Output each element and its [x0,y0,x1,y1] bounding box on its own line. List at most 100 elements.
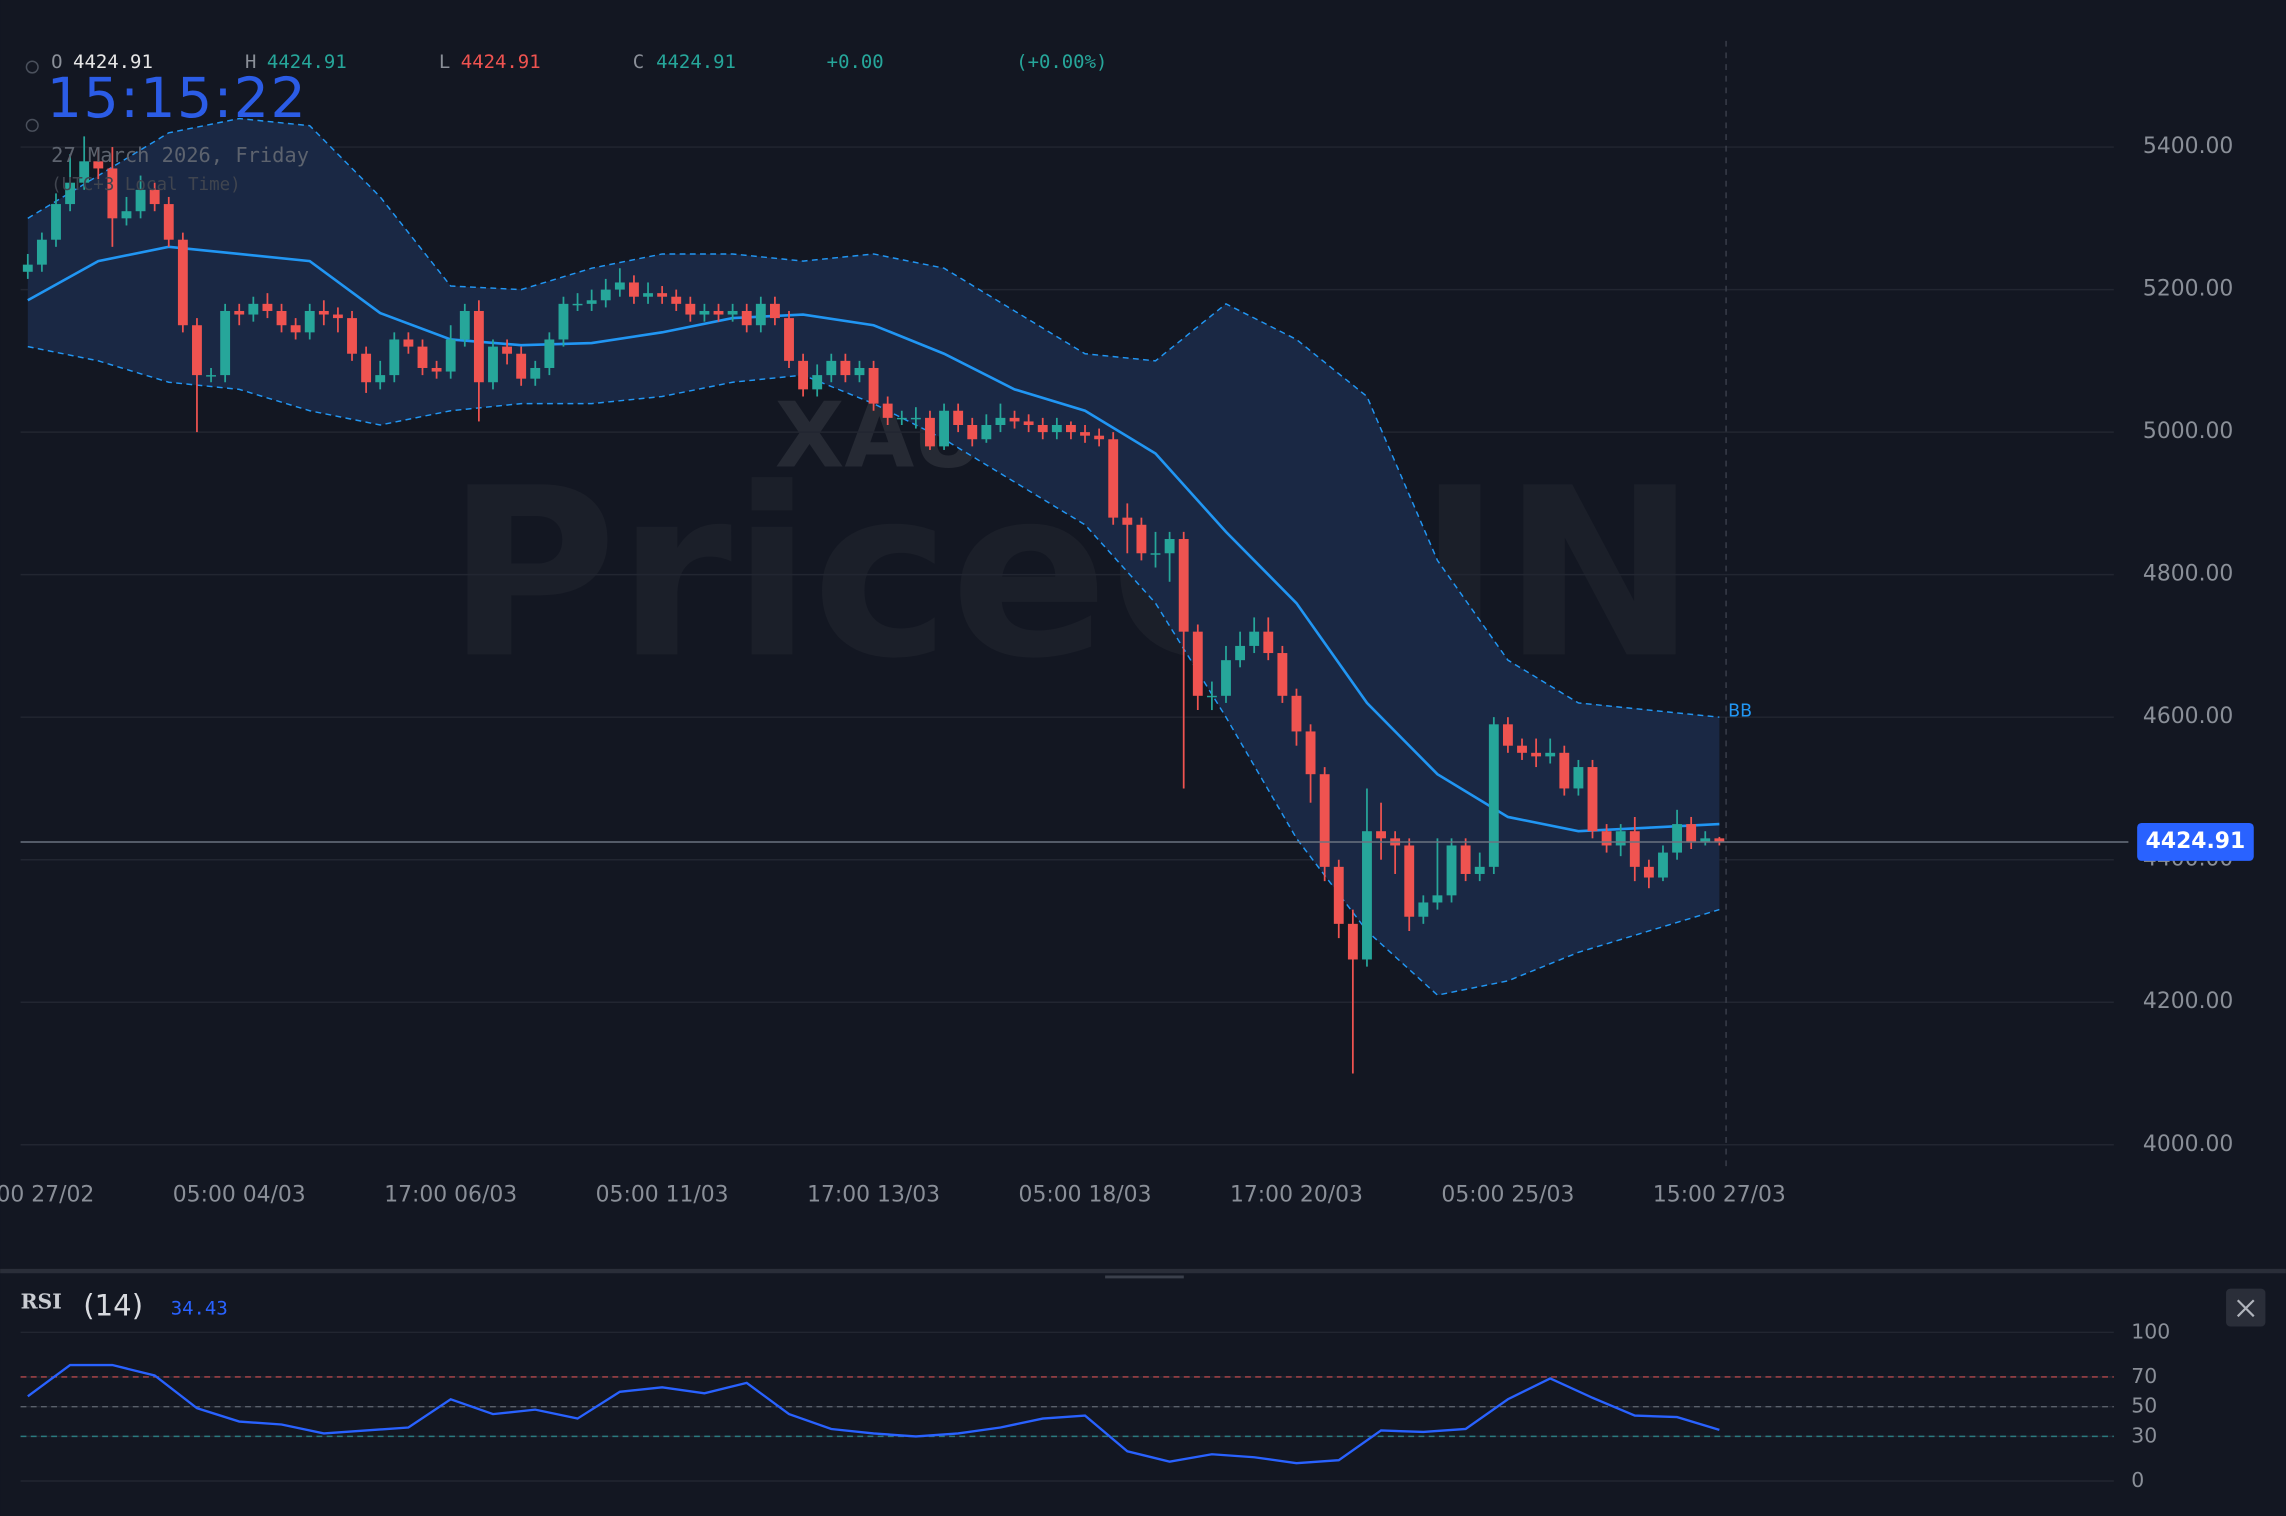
y-tick-label: 30 [2131,1423,2157,1447]
rsi-name: RSI [21,1290,62,1314]
candle-body [107,168,118,219]
candle-body [177,239,188,326]
candle-body [1700,838,1711,842]
change-pct: (+0.00%) [1016,51,1107,73]
low-label: L [439,51,450,73]
x-tick-label: 17:00 06/03 [384,1182,517,1207]
band-label: BB [1728,701,1752,721]
candle-body [234,310,245,315]
candle-body [1714,838,1725,842]
candle-body [572,303,583,306]
close-label: C [633,51,644,73]
close-button[interactable] [2226,1288,2266,1327]
candle-body [1545,752,1556,757]
candle-body [685,303,696,315]
y-tick-label: 4200.00 [2143,989,2233,1014]
candle-body [248,303,259,315]
candle-body [1658,852,1668,878]
candle-body [967,424,978,440]
candle-body [361,353,372,383]
candle-body [445,339,456,372]
y-tick-label: 4000.00 [2143,1132,2233,1157]
candle-body [1094,435,1105,440]
date: 27 March 2026, Friday [51,143,309,167]
last-price-label: 4424.91 [2146,829,2246,854]
y-tick-label: 4800.00 [2143,562,2233,587]
candle-body [1277,653,1288,696]
candle-body [530,367,541,379]
candle-body [149,189,160,205]
candle-body [163,204,174,240]
candle-body [1686,824,1697,842]
candle-body [1065,424,1076,433]
y-tick-label: 70 [2131,1364,2157,1388]
candle-body [1615,831,1626,846]
clock: 15:15:22 [47,67,307,131]
candle-body [854,367,865,376]
candle-body [1488,724,1499,867]
candle-body [65,182,76,205]
legend: O 4424.91 H 4424.91 L 4424.91 C 4424.91 … [25,51,1107,195]
candle-body [1108,439,1119,518]
y-tick-label: 5200.00 [2143,277,2233,302]
candle-body [1601,831,1612,846]
candle-body [1362,831,1372,960]
y-tick-label: 5000.00 [2143,419,2233,444]
candle-body [1347,923,1358,960]
band-middle [27,245,1720,833]
y-tick-label: 50 [2131,1394,2157,1418]
candle-body [1502,724,1513,746]
candle-body [516,353,527,379]
candle-body [1192,631,1203,696]
candle-body [995,417,1006,425]
candle-body [755,303,766,326]
candle-body [22,264,33,272]
candle-body [939,410,949,447]
close-icon[interactable] [2236,1299,2255,1318]
candle-body [1460,845,1471,874]
x-tick-label: 15:00 27/03 [1653,1182,1786,1207]
candle-body [1136,524,1147,554]
candle-body [600,289,611,301]
candle-body [882,403,893,418]
y-tick-label: 0 [2131,1468,2144,1492]
eye-icon [25,118,39,132]
timezone: (UTC+3 Local Time) [51,175,240,195]
candle-body [121,211,132,219]
candle-body [558,303,569,340]
x-tick-label: 05:00 18/03 [1019,1182,1152,1207]
candle-body [502,346,513,354]
candle-body [389,339,400,376]
high-label: H [245,51,256,73]
candle-body [629,282,639,297]
candle-body [1009,417,1020,422]
candle-body [1474,866,1485,874]
candle-body [417,346,428,368]
eye-icon [25,60,39,74]
candle-body [206,375,216,377]
candle-body [36,239,47,265]
candle-body [1672,824,1683,853]
y-tick-label: 5400.00 [2143,134,2233,159]
candle-body [79,161,90,183]
candle-body [375,375,386,383]
rsi-legend: RSI (14) 34.43 [21,1289,228,1323]
candle-body [1221,660,1231,696]
candle-body [347,318,357,354]
candle-body [727,310,738,315]
candle-body [1235,645,1246,661]
candle-body [784,318,794,361]
candle-body [1418,902,1429,917]
candle-body [769,303,780,319]
candle-body [1051,424,1062,433]
candle-body [135,189,146,212]
candle-body [1432,895,1443,903]
candle-body [220,310,231,376]
candle-body [1263,631,1274,654]
candle-body [840,360,851,376]
candle-body [1150,553,1161,555]
candle-body [488,346,498,383]
rsi-value: 34.43 [171,1298,228,1320]
candle-body [290,325,301,333]
